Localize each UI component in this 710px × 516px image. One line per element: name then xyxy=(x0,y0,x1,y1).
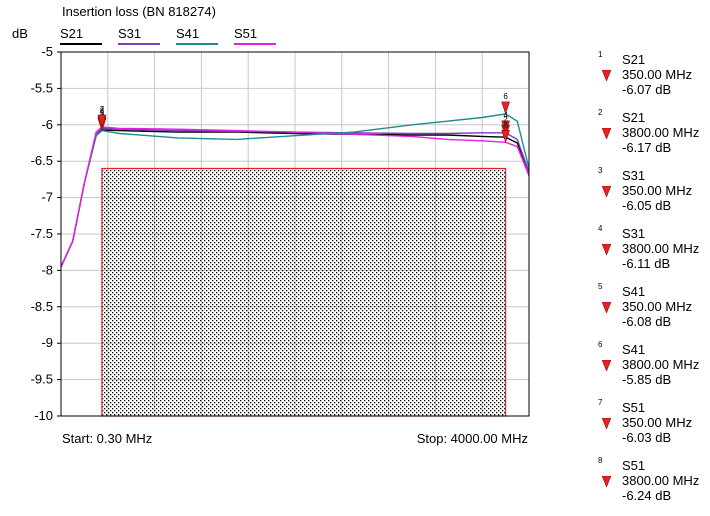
stop-frequency-label: Stop: 4000.00 MHz xyxy=(416,431,528,446)
marker-number: 2 xyxy=(598,108,603,117)
marker-value: -5.85 dB xyxy=(622,372,672,387)
marker-trace-name: S41 xyxy=(622,284,646,299)
marker-item[interactable]: 2 S21 3800.00 MHz -6.17 dB xyxy=(598,108,710,168)
marker-value: -6.24 dB xyxy=(622,488,672,503)
y-tick-label: -8 xyxy=(41,262,53,277)
legend-entry-s21[interactable]: S21 xyxy=(60,26,102,45)
start-frequency-label: Start: 0.30 MHz xyxy=(62,431,153,446)
marker-triangle-icon xyxy=(602,418,612,430)
legend-swatch xyxy=(176,43,218,45)
legend-entry-s31[interactable]: S31 xyxy=(118,26,160,45)
y-tick-label: -7.5 xyxy=(31,226,53,241)
marker-number: 3 xyxy=(598,166,603,175)
marker-4-label: 4 xyxy=(503,111,508,120)
limit-region xyxy=(101,167,507,417)
marker-frequency: 350.00 MHz xyxy=(622,67,693,82)
marker-value: -6.17 dB xyxy=(622,140,672,155)
y-tick-label: -7 xyxy=(41,190,53,205)
legend-label: S51 xyxy=(234,26,258,41)
y-tick-label: -6.5 xyxy=(31,153,53,168)
marker-frequency: 3800.00 MHz xyxy=(622,473,700,488)
trace-markers: 1 2 3 4 5 6 7 8 xyxy=(97,92,510,144)
marker-8-label: 8 xyxy=(503,120,508,129)
chart-title: Insertion loss (BN 818274) xyxy=(62,4,216,19)
marker-trace-name: S31 xyxy=(622,168,646,183)
marker-number: 1 xyxy=(598,50,603,59)
marker-1-label: 1 xyxy=(100,108,105,117)
marker-trace-name: S31 xyxy=(622,226,646,241)
marker-trace-name: S51 xyxy=(622,458,646,473)
y-axis-ticks: -5 -5.5 -6 -6.5 -7 -7.5 -8 -8.5 -9 -9.5 -10 xyxy=(31,44,61,423)
legend-label: S41 xyxy=(176,26,200,41)
marker-triangle-icon xyxy=(602,360,612,372)
marker-trace-name: S21 xyxy=(622,110,646,125)
y-tick-label: -6 xyxy=(41,117,53,132)
y-tick-label: -9 xyxy=(41,335,53,350)
marker-trace-name: S51 xyxy=(622,400,646,415)
limit-box xyxy=(101,167,507,417)
marker-triangle-icon xyxy=(602,128,612,140)
marker-5-label: 5 xyxy=(100,109,105,118)
marker-item[interactable]: 4 S31 3800.00 MHz -6.11 dB xyxy=(598,224,710,284)
y-tick-label: -8.5 xyxy=(31,299,53,314)
marker-value: -6.05 dB xyxy=(622,198,672,213)
marker-frequency: 3800.00 MHz xyxy=(622,125,700,140)
marker-frequency: 350.00 MHz xyxy=(622,183,693,198)
y-tick-label: -5 xyxy=(41,44,53,59)
marker-item[interactable]: 6 S41 3800.00 MHz -5.85 dB xyxy=(598,340,710,400)
y-tick-label: -5.5 xyxy=(31,80,53,95)
marker-6-triangle xyxy=(501,101,510,115)
marker-trace-name: S21 xyxy=(622,52,646,67)
marker-number: 4 xyxy=(598,224,603,233)
marker-6-label: 6 xyxy=(503,92,508,101)
series-line-s51 xyxy=(60,126,530,268)
marker-2-label: 2 xyxy=(503,115,508,124)
legend-swatch xyxy=(234,43,276,45)
plot-frame xyxy=(60,51,530,417)
marker-number: 8 xyxy=(598,456,603,465)
legend-label: S21 xyxy=(60,26,84,41)
y-axis-unit: dB xyxy=(12,26,28,41)
legend-entry-s41[interactable]: S41 xyxy=(176,26,218,45)
marker-triangle-icon xyxy=(602,244,612,256)
marker-frequency: 350.00 MHz xyxy=(622,299,693,314)
marker-3-label: 3 xyxy=(100,106,105,115)
marker-triangle-icon xyxy=(602,186,612,198)
marker-item[interactable]: 7 S51 350.00 MHz -6.03 dB xyxy=(598,398,710,458)
y-tick-label: -9.5 xyxy=(31,372,53,387)
marker-trace-name: S41 xyxy=(622,342,646,357)
marker-item[interactable]: 1 S21 350.00 MHz -6.07 dB xyxy=(598,50,710,110)
marker-4-triangle xyxy=(501,120,510,134)
series-lines xyxy=(60,113,530,268)
marker-number: 5 xyxy=(598,282,603,291)
marker-item[interactable]: 3 S31 350.00 MHz -6.05 dB xyxy=(598,166,710,226)
legend-label: S31 xyxy=(118,26,142,41)
legend-entry-s51[interactable]: S51 xyxy=(234,26,276,45)
marker-frequency: 3800.00 MHz xyxy=(622,241,700,256)
y-tick-label: -10 xyxy=(34,408,53,423)
marker-item[interactable]: 8 S51 3800.00 MHz -6.24 dB xyxy=(598,456,710,516)
marker-frequency: 350.00 MHz xyxy=(622,415,693,430)
marker-triangle-icon xyxy=(602,476,612,488)
marker-frequency: 3800.00 MHz xyxy=(622,357,700,372)
marker-value: -6.07 dB xyxy=(622,82,672,97)
marker-triangle-icon xyxy=(602,302,612,314)
marker-triangle-icon xyxy=(602,70,612,82)
marker-7-label: 7 xyxy=(100,105,105,114)
marker-8-triangle xyxy=(501,130,510,144)
marker-7-triangle xyxy=(97,114,107,128)
marker-number: 6 xyxy=(598,340,603,349)
marker-value: -6.03 dB xyxy=(622,430,672,445)
marker-item[interactable]: 5 S41 350.00 MHz -6.08 dB xyxy=(598,282,710,342)
legend-swatch xyxy=(118,43,160,45)
marker-value: -6.08 dB xyxy=(622,314,672,329)
legend-swatch xyxy=(60,43,102,45)
marker-number: 7 xyxy=(598,398,603,407)
marker-value: -6.11 dB xyxy=(622,256,671,271)
